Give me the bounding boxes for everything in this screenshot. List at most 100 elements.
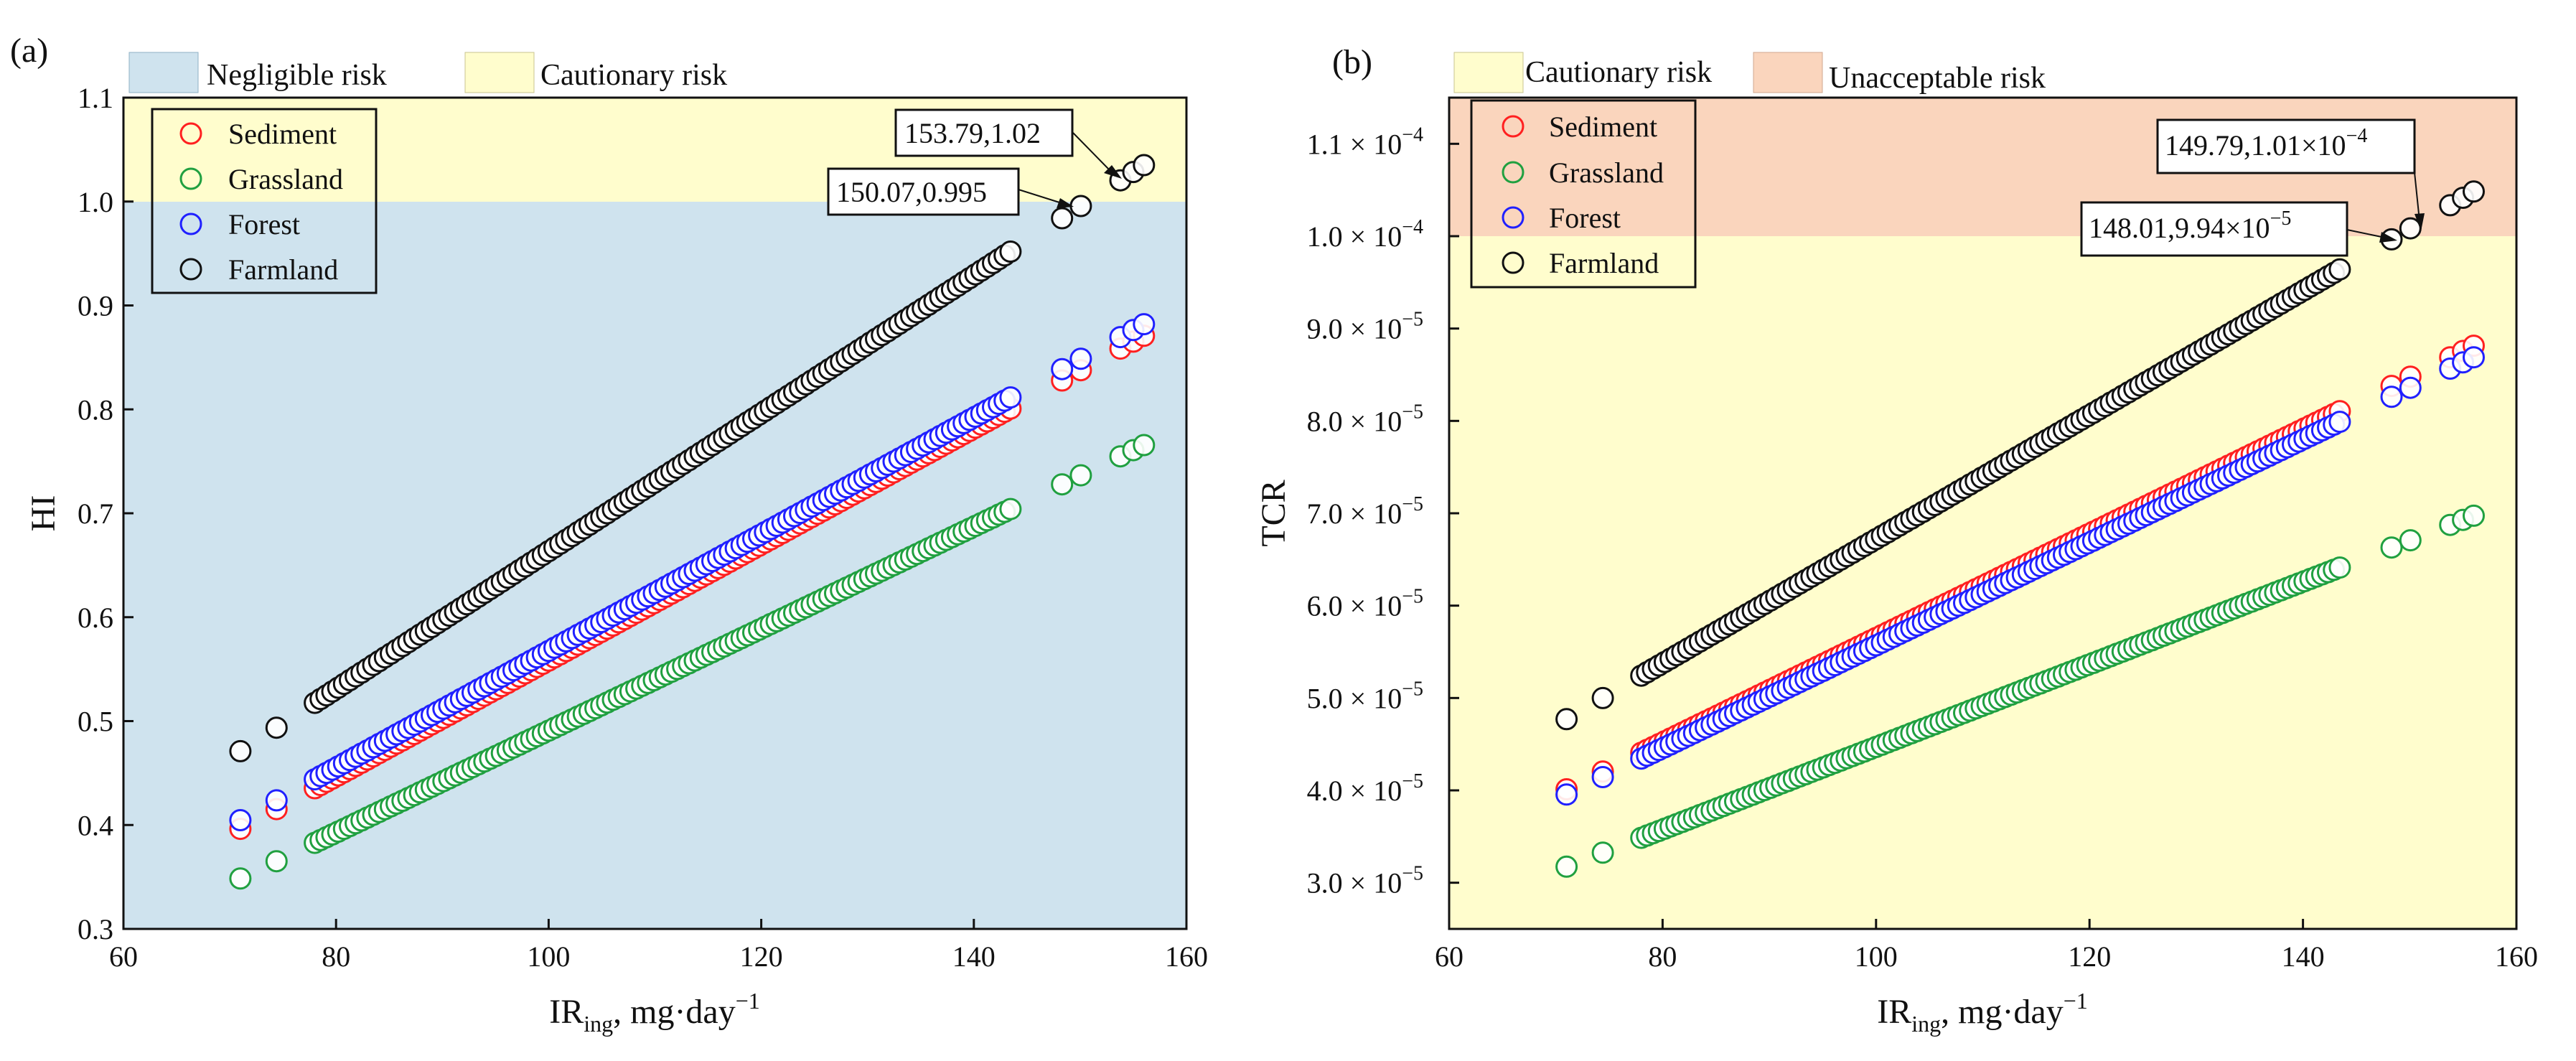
annotation-text-2-a: 150.07,0.995 [836, 176, 987, 208]
zone-legend-label-unacceptable: Unacceptable risk [1829, 62, 2046, 95]
y-tick-label: 7.0 × 10−5 [1307, 493, 1423, 530]
point-grassland [265, 850, 288, 873]
y-tick-label: 0.3 [78, 913, 113, 945]
y-tick-label: 1.1 [78, 82, 113, 114]
legend-label-grassland-b: Grassland [1549, 156, 1664, 189]
legend-marker-sediment-a [179, 122, 202, 145]
point-grassland [999, 497, 1022, 520]
legend-marker-farmland-b [1502, 251, 1524, 274]
x-tick-label: 60 [1435, 940, 1463, 973]
point-farmland [999, 240, 1022, 263]
point-forest [1555, 783, 1578, 806]
x-axis-label-a: IRing, mg·day−1 [549, 988, 760, 1037]
point-grassland [2328, 556, 2351, 579]
plot-frame-b [1448, 96, 2518, 930]
annotation-arrowhead-1-a [1104, 165, 1122, 179]
x-tick-label: 120 [740, 940, 783, 973]
x-tick-label: 80 [322, 940, 350, 973]
y-tick-label: 0.4 [78, 809, 113, 841]
zone-legend-swatch-unacceptable [1753, 52, 1823, 93]
zone-negligible-a [123, 202, 1186, 929]
y-tick-label: 0.9 [78, 290, 113, 322]
legend-label-farmland-b: Farmland [1549, 247, 1659, 279]
point-forest [2399, 376, 2422, 399]
plot-frame-a [122, 96, 1188, 930]
panel-label-b: (b) [1332, 43, 1372, 81]
x-tick-label: 60 [109, 940, 138, 973]
series-a [229, 154, 1156, 890]
ticks-b: 60 80 100 120 140 160 3.0 × 10−5 4.0 × 10−5 5.0 … [1307, 123, 2538, 973]
zone-legend-swatch-negligible [128, 52, 199, 93]
series-b [1555, 180, 2485, 878]
point-forest [265, 789, 288, 812]
y-tick-label: 0.5 [78, 706, 113, 738]
point-farmland [2328, 258, 2351, 281]
point-farmland [2463, 180, 2485, 203]
legend-label-sediment-a: Sediment [228, 118, 337, 150]
zone-legend-label-cautionary-b: Cautionary risk [1525, 56, 1712, 89]
panel-b: (b) Cautionary risk Unacceptable risk 60… [1255, 43, 2538, 1037]
point-forest [1133, 313, 1156, 336]
x-tick-label: 160 [2495, 940, 2538, 973]
point-farmland [265, 716, 288, 739]
point-forest [1051, 357, 1074, 380]
annotation-arrow-1-a [1072, 132, 1110, 170]
point-grassland [1133, 434, 1156, 457]
point-grassland [1591, 841, 1614, 864]
point-forest [2463, 346, 2485, 369]
annotation-box-2-a [827, 167, 1020, 216]
legend-marker-sediment-b [1502, 115, 1524, 138]
legend-label-sediment-b: Sediment [1549, 111, 1657, 143]
y-axis-label-a: HI [24, 495, 62, 532]
annotation-2-b: 148.01,9.94×10−5 [2080, 201, 2397, 257]
y-tick-label: 6.0 × 10−5 [1307, 586, 1423, 622]
point-forest [2380, 385, 2403, 408]
annotation-box-2-b [2080, 201, 2348, 257]
point-grassland [2463, 504, 2485, 527]
point-grassland [229, 867, 252, 890]
y-tick-label: 1.0 × 10−4 [1307, 216, 1423, 253]
panel-a: (a) Negligible risk Cautionary risk 60 80… [10, 32, 1208, 1037]
y-tick-label: 0.6 [78, 602, 113, 634]
annotation-1-a: 153.79,1.02 [894, 108, 1122, 179]
point-farmland [1051, 207, 1074, 230]
x-tick-label: 100 [1855, 940, 1898, 973]
y-tick-label: 0.8 [78, 393, 113, 426]
y-tick-label: 9.0 × 10−5 [1307, 309, 1423, 345]
y-axis-label-b: TCR [1255, 480, 1293, 546]
ticks-a: 60 80 100 120 140 160 0.3 0.4 0.5 0.6 0.7 0.8 0.9 1.0… [78, 82, 1208, 973]
y-tick-label: 3.0 × 10−5 [1307, 863, 1423, 899]
point-grassland [2380, 536, 2403, 559]
y-tick-label: 8.0 × 10−5 [1307, 401, 1423, 437]
annotation-text-1-b: 149.79,1.01×10−4 [2165, 125, 2367, 162]
y-tick-label: 1.1 × 10−4 [1307, 123, 1423, 160]
point-farmland [229, 739, 252, 762]
annotation-box-1-b [2156, 118, 2416, 174]
annotation-arrow-2-a [1018, 189, 1060, 203]
series-legend-box-b [1470, 99, 1697, 289]
annotation-arrowhead-2-a [1057, 198, 1074, 208]
x-tick-label: 100 [527, 940, 570, 973]
legend-marker-grassland-a [179, 167, 202, 190]
point-farmland [1591, 686, 1614, 709]
point-forest [2328, 411, 2351, 434]
annotation-1-b: 149.79,1.01×10−4 [2156, 118, 2425, 231]
x-tick-label: 80 [1648, 940, 1677, 973]
series-legend-box-a [151, 108, 378, 294]
annotation-text-1-a: 153.79,1.02 [904, 117, 1041, 149]
x-tick-label: 160 [1165, 940, 1208, 973]
legend-label-forest-a: Forest [228, 208, 300, 240]
zone-legend-swatch-cautionary-b [1453, 52, 1524, 93]
point-forest [229, 809, 252, 831]
point-forest [1069, 347, 1092, 370]
legend-label-grassland-a: Grassland [228, 163, 343, 195]
point-farmland [1069, 195, 1092, 218]
point-farmland [1555, 708, 1578, 731]
annotation-arrow-2-b [2346, 229, 2382, 238]
zone-legend-label-cautionary: Cautionary risk [540, 59, 727, 92]
zone-legend-swatch-cautionary [464, 52, 535, 93]
point-grassland [1051, 473, 1074, 496]
legend-label-farmland-a: Farmland [228, 253, 338, 286]
x-axis-label-b: IRing, mg·day−1 [1877, 988, 2088, 1037]
